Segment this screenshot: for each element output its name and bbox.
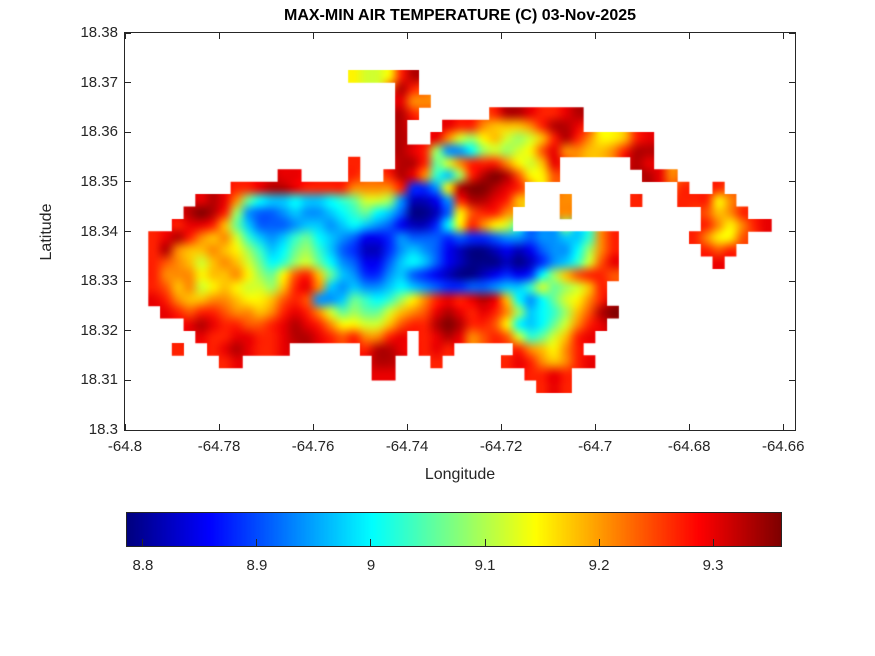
- y-tick-label: 18.38: [80, 24, 118, 41]
- chart-title: MAX-MIN AIR TEMPERATURE (C) 03-Nov-2025: [283, 7, 637, 24]
- x-tick-label: -64.78: [197, 438, 241, 455]
- y-tick-label: 18.32: [80, 321, 118, 339]
- x-tick-mark-top: [218, 33, 220, 39]
- x-tick-mark-top: [124, 33, 126, 39]
- y-tick-mark-right: [789, 330, 795, 332]
- x-tick-mark: [500, 424, 502, 430]
- x-tick-mark-top: [688, 33, 690, 39]
- y-tick-mark: [125, 82, 131, 84]
- colorbar: [126, 512, 782, 547]
- x-tick-label: -64.8: [107, 438, 143, 455]
- y-tick-mark-right: [789, 82, 795, 84]
- x-tick-mark-top: [594, 33, 596, 39]
- y-tick-mark: [125, 181, 131, 183]
- x-tick-mark: [594, 424, 596, 430]
- colorbar-tick-mark: [256, 539, 258, 546]
- y-tick-mark-right: [789, 181, 795, 183]
- x-tick-label: -64.72: [479, 438, 523, 455]
- colorbar-tick-mark: [712, 539, 714, 546]
- colorbar-gradient-canvas: [127, 513, 781, 546]
- x-axis-label: Longitude: [424, 466, 496, 483]
- x-tick-mark: [688, 424, 690, 430]
- y-tick-mark-right: [789, 131, 795, 133]
- y-tick-mark-right: [789, 429, 795, 431]
- y-tick-mark-right: [789, 379, 795, 381]
- y-tick-label: 18.34: [80, 222, 118, 240]
- x-tick-mark-top: [406, 33, 408, 39]
- colorbar-tick-label: 9.1: [474, 557, 496, 574]
- x-tick-mark: [218, 424, 220, 430]
- x-tick-mark-top: [500, 33, 502, 39]
- y-tick-mark-right: [789, 32, 795, 34]
- plot-area: [124, 32, 796, 431]
- x-tick-mark: [124, 424, 126, 430]
- colorbar-tick-label: 8.8: [132, 557, 154, 574]
- x-tick-mark-top: [782, 33, 784, 39]
- y-tick-mark: [125, 131, 131, 133]
- x-tick-mark: [406, 424, 408, 430]
- y-tick-label: 18.33: [80, 272, 118, 290]
- y-tick-mark: [125, 32, 131, 34]
- y-tick-mark: [125, 330, 131, 332]
- colorbar-tick-label: 9.2: [588, 557, 610, 574]
- y-tick-label: 18.36: [80, 123, 118, 141]
- x-tick-label: -64.76: [291, 438, 335, 455]
- y-tick-label: 18.35: [80, 172, 118, 190]
- y-tick-mark: [125, 231, 131, 232]
- x-tick-mark: [312, 424, 314, 430]
- y-tick-mark: [125, 280, 131, 282]
- colorbar-tick-label: 8.9: [246, 557, 268, 574]
- y-tick-label: 18.37: [80, 73, 118, 91]
- x-tick-mark: [782, 424, 784, 430]
- x-tick-label: -64.66: [761, 438, 805, 455]
- colorbar-tick-label: 9: [366, 557, 376, 574]
- x-tick-label: -64.68: [667, 438, 711, 455]
- colorbar-tick-mark: [484, 539, 486, 546]
- x-tick-label: -64.74: [385, 438, 429, 455]
- x-tick-mark-top: [312, 33, 314, 39]
- y-tick-label: 18.3: [88, 421, 118, 438]
- x-tick-label: -64.7: [578, 438, 613, 455]
- colorbar-tick-mark: [370, 539, 372, 546]
- y-tick-mark: [125, 379, 131, 381]
- y-tick-label: 18.31: [80, 371, 118, 389]
- colorbar-tick-label: 9.3: [702, 557, 724, 574]
- y-tick-mark: [125, 429, 131, 431]
- colorbar-tick-mark: [598, 539, 600, 546]
- colorbar-tick-mark: [142, 539, 144, 546]
- heatmap-canvas: [125, 33, 795, 430]
- y-tick-mark-right: [789, 231, 795, 232]
- y-tick-mark-right: [789, 280, 795, 282]
